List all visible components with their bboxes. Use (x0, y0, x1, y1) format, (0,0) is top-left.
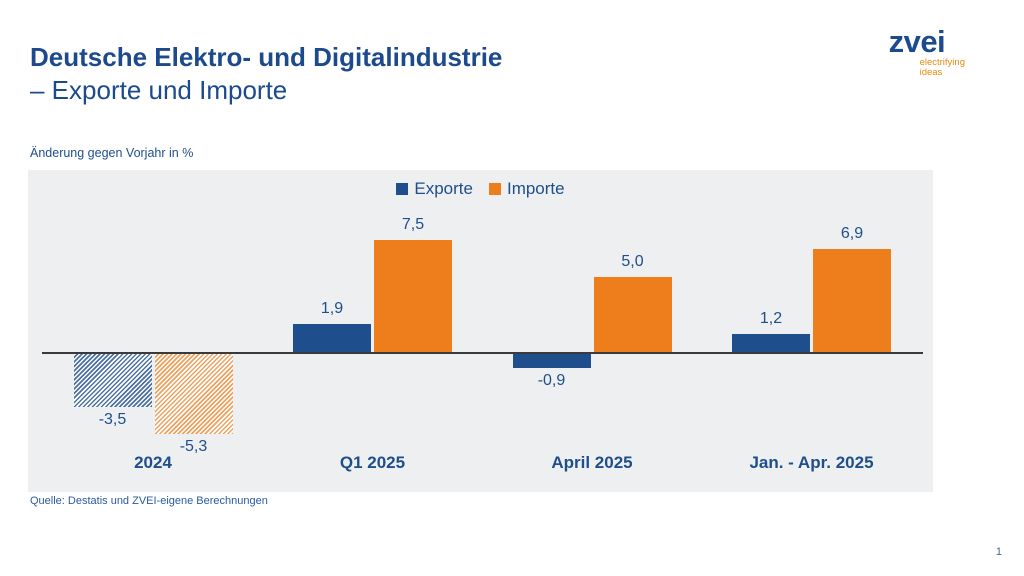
source-note: Quelle: Destatis und ZVEI-eigene Berechn… (30, 495, 268, 507)
bar-exporte-0 (73, 354, 152, 407)
bar-value-label-exporte-3: 1,2 (759, 310, 783, 327)
legend-item-importe: Importe (488, 179, 565, 199)
category-label-0: 2024 (134, 453, 172, 472)
page-title: Deutsche Elektro- und Digitalindustrie –… (30, 41, 502, 107)
bar-value-label-exporte-2: -0,9 (537, 371, 566, 389)
zvei-tagline-line-2: ideas (919, 67, 943, 78)
page-number: 1 (995, 546, 1002, 558)
bar-value-label-importe-0: -5,3 (179, 437, 208, 455)
category-label-1: Q1 2025 (339, 453, 406, 472)
category-label-3: Jan. - Apr. 2025 (749, 453, 874, 472)
legend-label-exporte: Exporte (414, 179, 473, 198)
axis-unit-caption: Änderung gegen Vorjahr in % (30, 146, 194, 160)
bar-importe-1 (374, 239, 452, 352)
zvei-tagline-line-1: electrifying (919, 57, 965, 68)
bar-importe-0 (154, 354, 233, 434)
exporte-legend-swatch-icon (396, 183, 409, 195)
bar-value-label-importe-1: 7,5 (401, 215, 425, 233)
bar-value-label-importe-2: 5,0 (621, 253, 644, 270)
zvei-logo-tagline: electrifying ideas (920, 58, 965, 78)
legend-item-exporte: Exporte (396, 179, 473, 199)
bar-exporte-3 (732, 334, 810, 352)
bar-exporte-1 (293, 323, 371, 352)
category-label-2: April 2025 (551, 453, 633, 472)
importe-legend-swatch-icon (488, 183, 501, 195)
plot-area: Exporte Importe -3,5 -5,3 2024 1,9 7,5 Q1 202… (28, 170, 933, 492)
bar-value-label-exporte-1: 1,9 (320, 299, 344, 317)
chart-legend: Exporte Importe (28, 179, 933, 199)
bar-value-label-importe-3: 6,9 (840, 224, 864, 242)
zvei-logo: zvei electrifying ideas (888, 24, 965, 78)
bar-value-label-exporte-0: -3,5 (98, 410, 127, 428)
zvei-logo-text: zvei (888, 24, 946, 59)
zero-axis-line (42, 352, 923, 354)
bar-importe-2 (593, 277, 672, 352)
bar-exporte-2 (512, 354, 591, 368)
title-line-1: Deutsche Elektro- und Digitalindustrie (30, 42, 503, 72)
legend-label-importe: Importe (506, 179, 565, 198)
bar-importe-3 (813, 248, 891, 352)
title-line-2: – Exporte und Importe (30, 75, 288, 105)
